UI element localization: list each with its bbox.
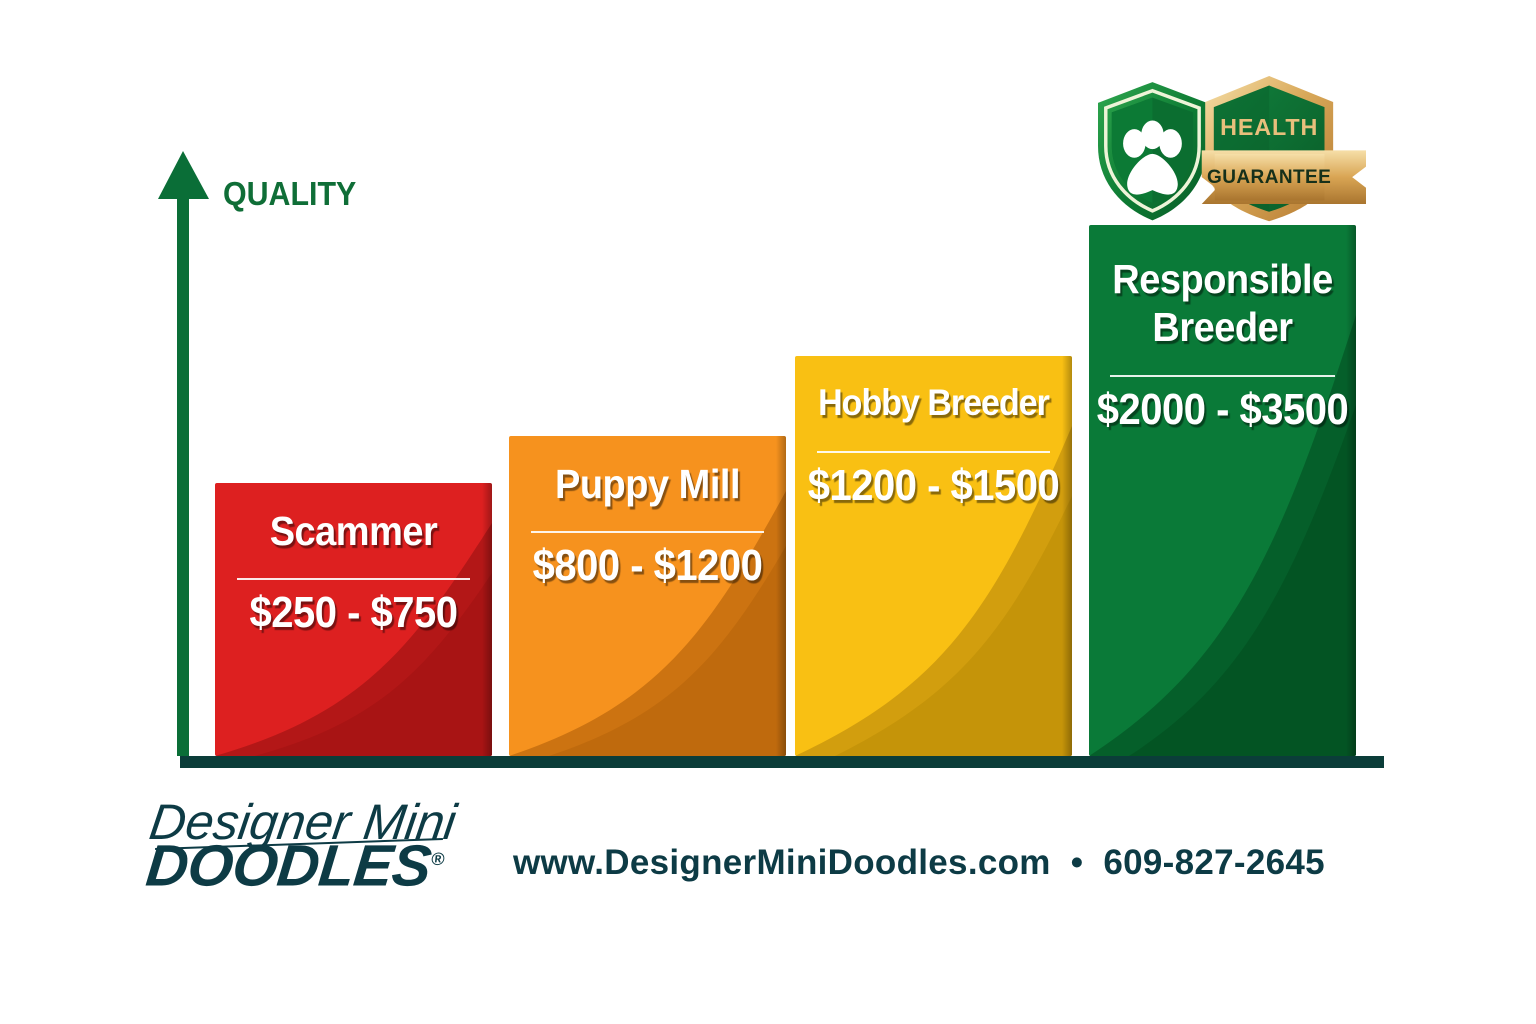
svg-text:GUARANTEE: GUARANTEE xyxy=(1207,167,1331,188)
svg-text:HEALTH: HEALTH xyxy=(1220,114,1318,140)
